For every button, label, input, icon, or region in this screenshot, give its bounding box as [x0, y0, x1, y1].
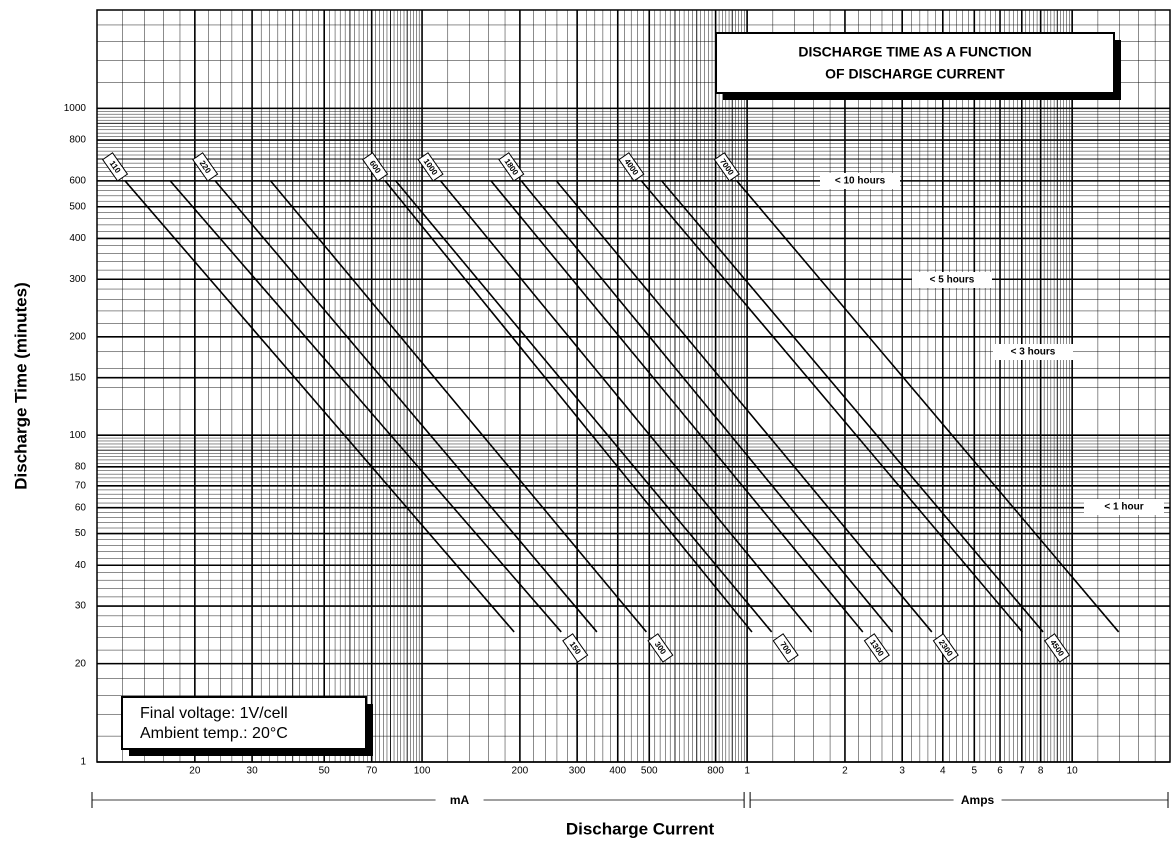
y-tick-label: 800 [69, 135, 86, 146]
series-line [439, 180, 813, 633]
plot-area [96, 9, 1171, 763]
series-line [555, 180, 933, 633]
annotation-box [993, 344, 1073, 360]
series-line [520, 180, 894, 633]
x-tick-label: 70 [366, 766, 378, 777]
series-line [214, 180, 598, 633]
note: Final voltage: 1V/cell [140, 705, 288, 722]
y-tick-label: 100 [69, 430, 86, 441]
x-tick-label: 10 [1067, 766, 1079, 777]
x-tick-label: 1 [744, 766, 750, 777]
series-line [640, 180, 1024, 633]
x-tick-label: 7 [1019, 766, 1025, 777]
grid [96, 9, 1171, 763]
note-box [121, 696, 367, 750]
y-tick-label: 20 [75, 658, 87, 669]
x-tick-label: 800 [707, 766, 724, 777]
series-label-box [417, 152, 444, 182]
y-tick-label: 400 [69, 233, 86, 244]
y-tick-label: 50 [75, 528, 87, 539]
series-label-box [618, 152, 645, 182]
y-tick-label: 600 [69, 176, 86, 187]
y-tick-label: 1000 [64, 103, 87, 114]
series-label-box [1044, 633, 1071, 663]
series-label-box [498, 152, 525, 182]
chart-title: DISCHARGE TIME AS A FUNCTION [798, 44, 1031, 60]
series-line [269, 180, 648, 633]
series-label: 600 [362, 152, 389, 182]
series-line [736, 180, 1120, 633]
series-label-box [932, 633, 959, 663]
unit-bg [953, 792, 1002, 808]
series-line [661, 180, 1044, 633]
unit-bg [435, 792, 484, 808]
x-tick-label: 50 [319, 766, 331, 777]
series-line [169, 180, 562, 633]
y-tick-label: 70 [75, 480, 87, 491]
series-line [384, 180, 753, 633]
series-label: 1800 [498, 152, 525, 182]
x-tick-label: 2 [842, 766, 848, 777]
y-tick-label: 200 [69, 331, 86, 342]
y-tick-label: 30 [75, 601, 87, 612]
series-label-box [562, 633, 589, 663]
series-label-box [863, 633, 890, 663]
series-label: 150 [562, 633, 589, 663]
x-tick-label: 4 [940, 766, 946, 777]
series-line [490, 180, 864, 633]
title-box [715, 32, 1115, 94]
x-tick-label: 20 [189, 766, 201, 777]
x-tick-label: 100 [414, 766, 431, 777]
series-line [124, 180, 515, 633]
chart-title: OF DISCHARGE CURRENT [825, 66, 1005, 82]
series-label-box [192, 152, 219, 182]
series-label-box [362, 152, 389, 182]
x-unit-label: mA [450, 793, 470, 807]
x-tick-label: 6 [997, 766, 1003, 777]
y-tick-label: 150 [69, 372, 86, 383]
y-tick-label: 60 [75, 502, 87, 513]
series-label-box [772, 633, 799, 663]
y-tick-label: 300 [69, 274, 86, 285]
x-axis-label: Discharge Current [566, 819, 715, 838]
x-tick-label: 5 [972, 766, 978, 777]
annotation: < 3 hours [1011, 347, 1056, 358]
annotation-box [1084, 499, 1164, 515]
y-tick-label: 80 [75, 462, 87, 473]
x-tick-label: 300 [569, 766, 586, 777]
y-tick-label: 500 [69, 201, 86, 212]
x-tick-label: 8 [1038, 766, 1044, 777]
annotation: < 1 hour [1104, 502, 1143, 513]
y-axis-label: Discharge Time (minutes) [11, 282, 30, 490]
x-tick-label: 400 [609, 766, 626, 777]
x-unit-label: Amps [961, 793, 995, 807]
series-line [395, 180, 773, 633]
note: Ambient temp.: 20°C [140, 725, 288, 742]
annotation-box [820, 173, 900, 189]
annotation-box [912, 272, 992, 288]
series-label: 110 [102, 152, 129, 182]
annotation: < 10 hours [835, 176, 886, 187]
annotation: < 5 hours [930, 275, 975, 286]
x-tick-label: 500 [641, 766, 658, 777]
series-label-box [647, 633, 674, 663]
series-label: 220 [192, 152, 219, 182]
x-tick-label: 3 [899, 766, 905, 777]
series-label-box [102, 152, 129, 182]
series-label-box [713, 152, 740, 182]
y-tick-label: 40 [75, 560, 87, 571]
x-tick-label: 30 [247, 766, 259, 777]
series-label: 300 [647, 633, 674, 663]
x-tick-label: 200 [512, 766, 529, 777]
y-tick-label: 1 [80, 757, 86, 768]
series-label: 700 [772, 633, 799, 663]
